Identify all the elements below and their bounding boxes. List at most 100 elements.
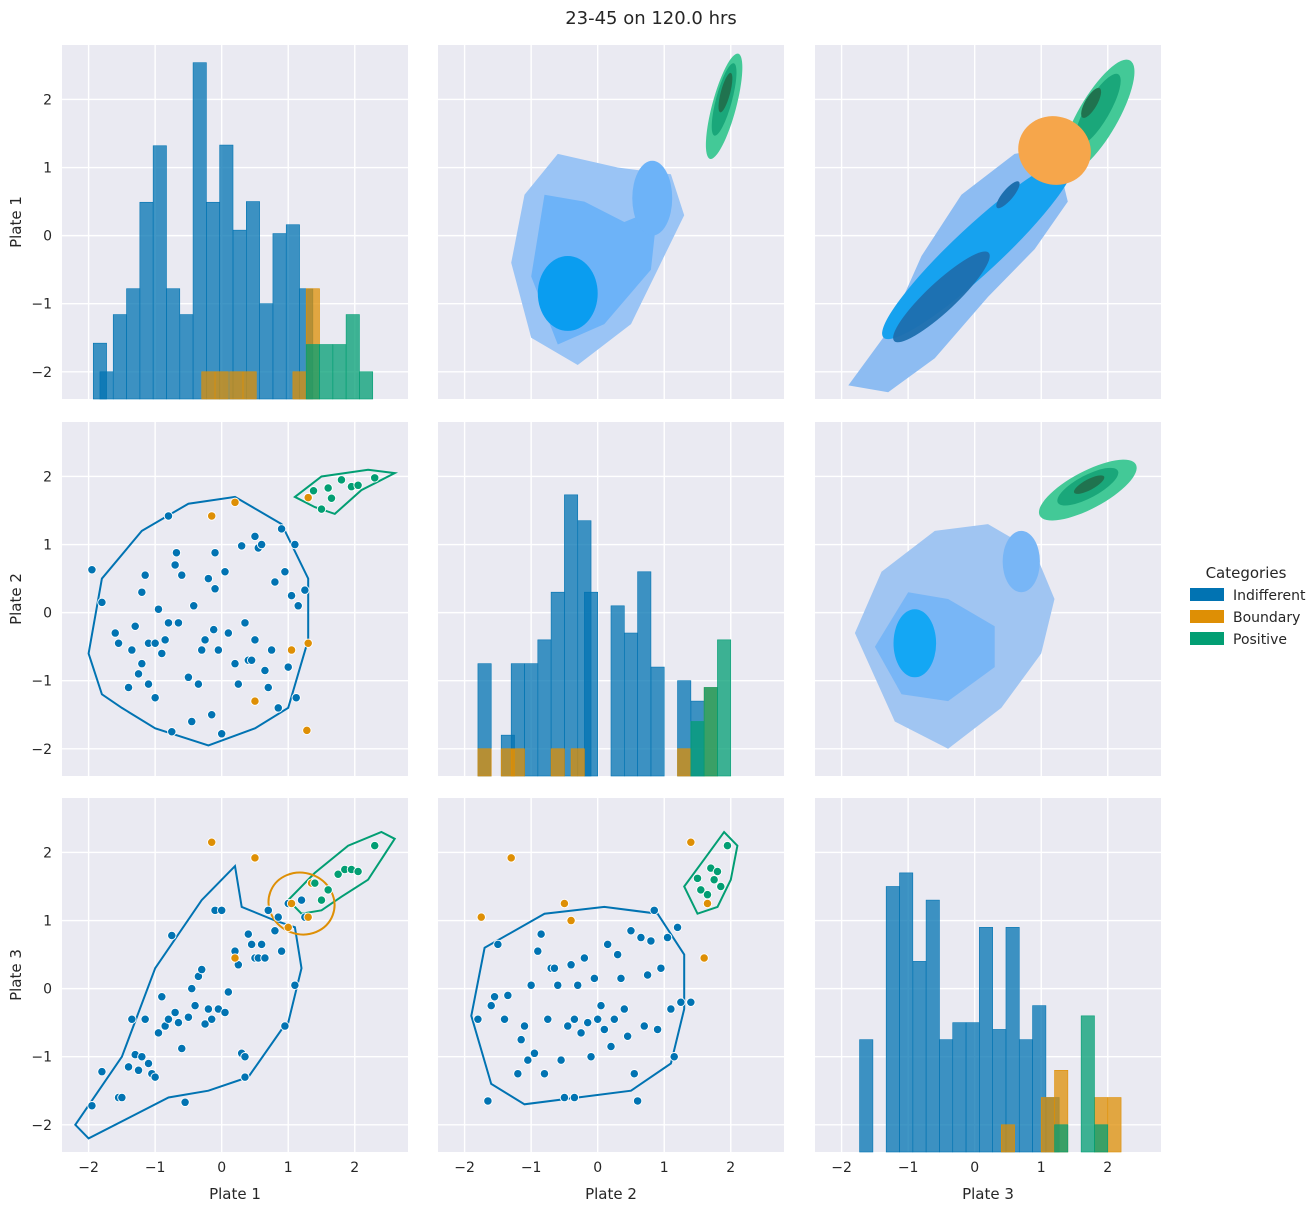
scatter-point-indifferent — [137, 659, 147, 669]
scatter-point-indifferent — [256, 539, 267, 550]
scatter-point-indifferent — [596, 1000, 606, 1011]
scatter-point-indifferent — [526, 980, 536, 990]
x-tick-label: −1 — [898, 1160, 919, 1176]
y-tick-label: 1 — [43, 538, 52, 554]
kde-fill-indifferent-inner — [537, 256, 598, 331]
x-axis-label: Plate 2 — [585, 1185, 637, 1203]
histogram-bar-indifferent — [246, 201, 260, 400]
scatter-point-indifferent — [210, 548, 220, 558]
scatter-point-indifferent — [200, 1019, 210, 1029]
histogram-bar-positive — [717, 639, 732, 777]
scatter-point-indifferent — [672, 922, 683, 932]
y-tick-label: 1 — [43, 161, 52, 177]
scatter-point-indifferent — [300, 585, 310, 595]
histogram-bar-positive — [319, 344, 334, 400]
scatter-point-indifferent — [569, 1014, 580, 1024]
scatter-point-indifferent — [503, 990, 513, 1001]
scatter-point-positive — [702, 890, 713, 900]
kde-fill-indifferent-mid — [632, 160, 673, 236]
histogram-bar-indifferent — [152, 145, 167, 400]
scatter-point-positive — [692, 873, 703, 883]
scatter-point-indifferent — [589, 973, 600, 984]
scatter-point-indifferent — [666, 1004, 676, 1014]
scatter-point-indifferent — [280, 1021, 290, 1031]
histogram-bar-boundary — [214, 371, 229, 400]
scatter-point-indifferent — [163, 1014, 174, 1024]
x-axis-label: Plate 3 — [962, 1185, 1014, 1203]
kde-fill-positive-mid — [1074, 73, 1121, 146]
scatter-point-positive — [308, 486, 319, 496]
histogram-bar-indifferent — [564, 494, 579, 777]
histogram-bar-indifferent — [965, 1022, 980, 1153]
histogram-bar-boundary — [570, 748, 585, 777]
scatter-point-indifferent — [187, 983, 197, 994]
legend: Categories Indifferent Boundary Positive — [1190, 564, 1306, 648]
scatter-point-indifferent — [586, 1052, 596, 1062]
scatter-point-indifferent — [296, 895, 307, 905]
scatter-point-boundary — [207, 837, 217, 847]
scatter-point-indifferent — [133, 1065, 144, 1075]
scatter-point-indifferent — [223, 987, 233, 997]
scatter-point-positive — [716, 881, 726, 892]
y-axis-label: Plate 1 — [7, 196, 25, 248]
scatter-point-positive — [722, 841, 733, 851]
scatter-point-indifferent — [513, 1069, 523, 1079]
kde-fill-indifferent-inner — [996, 181, 1020, 209]
scatter-point-indifferent — [167, 930, 177, 941]
scatter-point-indifferent — [652, 1024, 663, 1035]
scatter-point-indifferent — [113, 638, 124, 648]
scatter-point-indifferent — [127, 1014, 137, 1024]
scatter-point-indifferent — [197, 964, 207, 975]
scatter-point-positive — [336, 475, 347, 485]
histogram-bar-indifferent — [1018, 1039, 1033, 1153]
histogram-bar-positive — [332, 344, 347, 400]
histogram-bar-boundary — [1040, 1097, 1055, 1153]
scatter-point-indifferent — [150, 638, 160, 648]
histogram-bar-boundary — [510, 748, 525, 777]
scatter-point-indifferent — [293, 601, 303, 611]
y-axis-label: Plate 3 — [7, 949, 25, 1001]
histogram-bar-positive — [345, 314, 360, 400]
scatter-point-indifferent — [543, 1014, 553, 1024]
panel-2-2 — [815, 798, 1161, 1153]
scatter-point-indifferent — [170, 1007, 180, 1018]
histogram-bar-boundary — [1107, 1097, 1122, 1153]
scatter-point-indifferent — [276, 524, 287, 534]
scatter-point-indifferent — [283, 662, 293, 672]
histogram-bar-positive — [703, 687, 718, 777]
scatter-point-indifferent — [263, 905, 273, 915]
scatter-point-indifferent — [619, 1004, 629, 1014]
scatter-point-indifferent — [117, 1092, 127, 1103]
scatter-point-indifferent — [649, 905, 659, 915]
scatter-point-indifferent — [260, 953, 270, 963]
scatter-point-indifferent — [516, 1035, 526, 1045]
scatter-point-indifferent — [97, 1067, 107, 1077]
scatter-point-boundary — [303, 912, 313, 922]
scatter-point-indifferent — [273, 703, 283, 713]
scatter-point-indifferent — [137, 587, 147, 597]
scatter-point-indifferent — [290, 539, 300, 550]
scatter-point-indifferent — [230, 659, 240, 669]
scatter-point-indifferent — [150, 1072, 160, 1082]
scatter-point-indifferent — [533, 946, 543, 956]
histogram-bar-indifferent — [650, 666, 665, 777]
histogram-bar-indifferent — [925, 899, 940, 1153]
scatter-point-indifferent — [180, 1097, 190, 1107]
histogram-bar-boundary — [201, 371, 216, 400]
scatter-point-indifferent — [173, 1018, 184, 1028]
histogram-bar-indifferent — [272, 233, 287, 400]
scatter-point-indifferent — [233, 679, 243, 689]
scatter-point-indifferent — [250, 635, 260, 645]
x-tick-label: −2 — [454, 1160, 475, 1176]
y-tick-label: −2 — [31, 365, 52, 381]
scatter-point-indifferent — [240, 618, 250, 628]
histogram-bar-boundary — [550, 748, 565, 777]
panel-2-1 — [438, 798, 784, 1152]
scatter-point-indifferent — [499, 1014, 510, 1024]
scatter-point-boundary — [566, 915, 576, 926]
scatter-point-boundary — [250, 853, 260, 863]
scatter-point-indifferent — [579, 953, 590, 963]
histogram-bar-positive — [359, 371, 374, 400]
legend-label-indifferent: Indifferent — [1233, 588, 1306, 604]
scatter-point-indifferent — [669, 1052, 679, 1062]
